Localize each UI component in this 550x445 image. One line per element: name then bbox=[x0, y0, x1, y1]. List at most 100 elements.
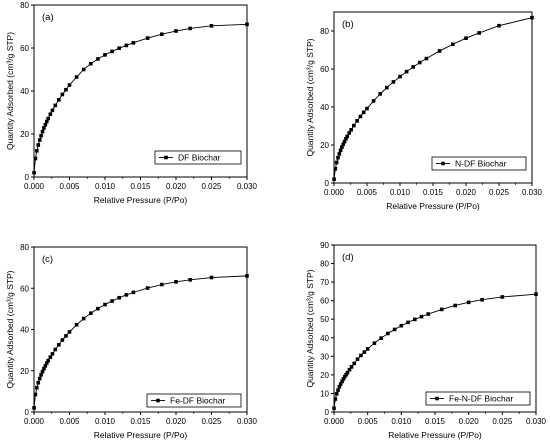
data-point bbox=[40, 369, 45, 374]
y-tick-label: 80 bbox=[320, 27, 329, 36]
chart-panel-3: 0.000 0.005 0.010 0.015 0.020 0.025 0.030 0 20 40… bbox=[5, 243, 258, 440]
data-point bbox=[43, 364, 48, 368]
x-tick-label: 0.025 bbox=[492, 417, 513, 426]
data-point bbox=[361, 110, 366, 115]
y-tick-label: 10 bbox=[320, 389, 329, 398]
data-point bbox=[36, 143, 41, 147]
data-point bbox=[497, 23, 501, 28]
data-point bbox=[365, 106, 369, 111]
plot-frame bbox=[333, 244, 537, 413]
data-point bbox=[334, 392, 339, 396]
data-point bbox=[124, 293, 129, 297]
x-axis-label: Relative Pressure (P/Po) bbox=[386, 201, 480, 211]
data-point bbox=[103, 53, 107, 57]
data-point bbox=[355, 357, 360, 361]
data-point bbox=[333, 397, 338, 401]
data-point bbox=[340, 145, 344, 149]
data-point bbox=[332, 406, 336, 411]
data-point bbox=[50, 108, 55, 113]
y-tick-label: 50 bbox=[320, 315, 329, 324]
y-tick-label: 20 bbox=[320, 141, 329, 150]
y-axis-label: Quantity Adsorbed (cm³/g STP) bbox=[5, 32, 15, 150]
data-point bbox=[424, 56, 429, 61]
y-tick-label: 40 bbox=[20, 326, 29, 335]
panel-label: (d) bbox=[342, 252, 354, 263]
data-point bbox=[46, 116, 50, 121]
x-tick-label: 0.020 bbox=[459, 417, 480, 426]
series-line bbox=[33, 275, 248, 408]
data-point bbox=[530, 15, 534, 20]
data-point bbox=[477, 31, 481, 35]
legend-box bbox=[146, 393, 242, 408]
x-tick-label: 0.010 bbox=[391, 417, 412, 426]
data-point bbox=[117, 46, 121, 51]
data-point bbox=[53, 103, 58, 108]
data-point bbox=[160, 32, 164, 37]
legend-label: DF Biochar bbox=[178, 153, 221, 163]
data-point bbox=[32, 406, 36, 410]
data-point bbox=[344, 137, 348, 141]
y-tick-label: 0 bbox=[325, 179, 330, 188]
y-tick-label: 40 bbox=[20, 87, 29, 96]
data-point bbox=[42, 126, 46, 130]
x-tick-label: 0.010 bbox=[390, 188, 411, 197]
x-tick-label: 0.010 bbox=[95, 417, 116, 426]
data-point bbox=[36, 380, 41, 385]
data-point bbox=[46, 358, 50, 363]
y-tick-label: 20 bbox=[20, 130, 29, 139]
data-point bbox=[337, 152, 342, 156]
data-point bbox=[349, 128, 353, 132]
data-point bbox=[131, 290, 136, 295]
data-point bbox=[117, 295, 121, 300]
data-point bbox=[209, 24, 214, 28]
legend-box bbox=[154, 150, 242, 165]
data-point bbox=[342, 139, 347, 144]
data-point bbox=[437, 49, 442, 53]
data-point bbox=[131, 41, 136, 45]
data-point bbox=[426, 312, 431, 316]
x-tick-label: 0.030 bbox=[526, 417, 547, 426]
legend-box bbox=[431, 156, 527, 171]
y-tick-label: 80 bbox=[20, 1, 29, 10]
data-point bbox=[340, 379, 344, 384]
data-point bbox=[48, 355, 53, 359]
x-tick-label: 0.000 bbox=[24, 182, 45, 191]
x-tick-label: 0.000 bbox=[24, 417, 45, 426]
x-tick-label: 0.020 bbox=[166, 417, 187, 426]
y-tick-label: 20 bbox=[20, 367, 29, 376]
x-tick-label: 0.000 bbox=[324, 417, 345, 426]
y-tick-label: 60 bbox=[320, 297, 329, 306]
data-point bbox=[338, 148, 343, 153]
data-point bbox=[188, 26, 192, 31]
data-point bbox=[110, 49, 114, 54]
x-axis-label: Relative Pressure (P/Po) bbox=[94, 195, 188, 205]
data-point bbox=[347, 131, 351, 135]
x-tick-label: 0.020 bbox=[166, 182, 187, 191]
y-tick-label: 90 bbox=[320, 241, 329, 250]
x-tick-label: 0.030 bbox=[237, 182, 258, 191]
data-point bbox=[386, 331, 390, 336]
data-point bbox=[67, 83, 72, 87]
panel-label: (b) bbox=[342, 19, 354, 30]
y-tick-label: 60 bbox=[20, 284, 29, 293]
x-tick-label: 0.025 bbox=[489, 188, 510, 197]
y-tick-label: 70 bbox=[320, 278, 329, 287]
legend-box bbox=[425, 391, 531, 406]
panel-label: (a) bbox=[42, 12, 54, 23]
data-point bbox=[188, 277, 192, 282]
data-point bbox=[379, 336, 383, 340]
data-point bbox=[349, 365, 354, 369]
data-point bbox=[81, 316, 86, 321]
data-point bbox=[35, 385, 39, 390]
x-tick-label: 0.005 bbox=[59, 182, 80, 191]
data-point bbox=[406, 320, 410, 325]
legend-marker bbox=[156, 398, 160, 403]
series-line bbox=[33, 23, 248, 173]
data-point bbox=[245, 274, 249, 278]
data-point bbox=[439, 307, 444, 312]
data-point bbox=[96, 57, 100, 61]
x-axis-label: Relative Pressure (P/Po) bbox=[388, 430, 482, 440]
data-point bbox=[40, 129, 45, 134]
y-tick-label: 40 bbox=[320, 103, 329, 112]
